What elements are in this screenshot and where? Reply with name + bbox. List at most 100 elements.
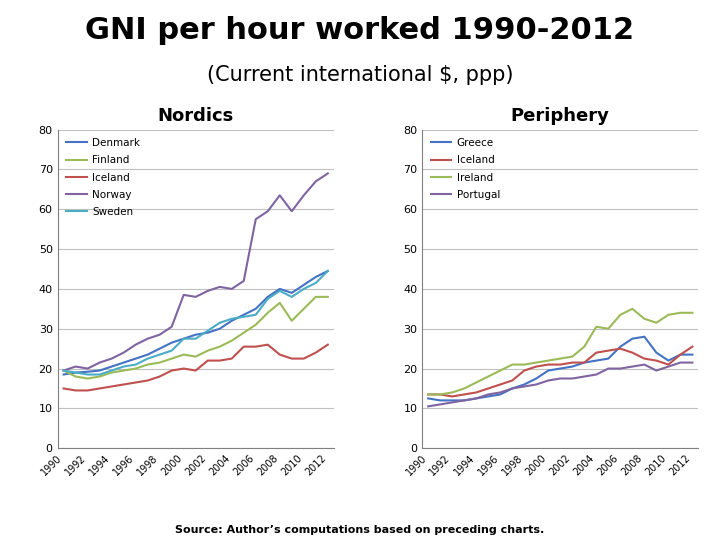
Denmark [203,329,212,336]
Ireland [496,367,505,374]
Iceland [628,349,636,356]
Portugal [664,363,672,370]
Iceland [676,352,685,358]
Iceland [472,389,480,396]
Iceland [508,377,516,384]
Iceland [496,381,505,388]
Portugal [436,401,444,408]
Portugal [580,373,589,380]
Iceland [156,373,164,380]
Iceland [323,341,332,348]
Greece [508,385,516,392]
Finland [59,367,68,374]
Greece [556,365,564,372]
Finland [179,352,188,358]
Sweden [107,367,116,374]
Ireland [556,355,564,362]
Portugal [556,375,564,382]
Denmark [131,355,140,362]
Iceland [120,381,128,388]
Sweden [179,335,188,342]
Iceland [664,361,672,368]
Greece [580,359,589,366]
Portugal [508,385,516,392]
Iceland [544,361,553,368]
Iceland [59,385,68,392]
Sweden [215,320,224,326]
Norway [312,178,320,185]
Iceland [71,387,80,394]
Text: (Current international $, ppp): (Current international $, ppp) [207,65,513,85]
Sweden [240,314,248,320]
Iceland [424,391,433,397]
Ireland [460,385,469,392]
Iceland [520,367,528,374]
Finland [276,300,284,306]
Portugal [616,365,625,372]
Sweden [264,295,272,302]
Norway [203,288,212,294]
Greece [532,375,541,382]
Ireland [520,361,528,368]
Portugal [628,363,636,370]
Norway [131,341,140,348]
Sweden [203,327,212,334]
Ireland [628,306,636,312]
Iceland [215,357,224,364]
Denmark [264,294,272,300]
Line: Greece: Greece [428,337,693,400]
Iceland [300,355,308,362]
Iceland [95,385,104,392]
Sweden [84,372,92,378]
Iceland [688,343,697,350]
Iceland [448,393,456,400]
Ireland [652,320,661,326]
Sweden [287,294,296,300]
Sweden [120,363,128,370]
Finland [203,347,212,354]
Sweden [167,347,176,354]
Greece [520,381,528,388]
Line: Iceland: Iceland [63,345,328,390]
Iceland [652,357,661,364]
Sweden [312,280,320,286]
Finland [71,373,80,380]
Norway [95,359,104,366]
Finland [120,367,128,374]
Ireland [436,391,444,397]
Legend: Denmark, Finland, Iceland, Norway, Sweden: Denmark, Finland, Iceland, Norway, Swede… [63,135,143,220]
Finland [95,373,104,380]
Ireland [484,373,492,380]
Line: Norway: Norway [63,173,328,370]
Denmark [59,372,68,378]
Ireland [676,309,685,316]
Finland [264,309,272,316]
Iceland [604,347,613,354]
Norway [300,192,308,199]
Sweden [143,355,152,362]
Norway [228,286,236,292]
Iceland [580,359,589,366]
Iceland [532,363,541,370]
Greece [544,367,553,374]
Portugal [448,399,456,406]
Iceland [616,346,625,352]
Norway [251,216,260,222]
Line: Finland: Finland [63,297,328,379]
Line: Portugal: Portugal [428,362,693,407]
Norway [215,284,224,290]
Greece [688,352,697,358]
Denmark [156,346,164,352]
Ireland [424,391,433,397]
Ireland [688,309,697,316]
Line: Sweden: Sweden [63,271,328,375]
Norway [192,294,200,300]
Denmark [84,368,92,375]
Greece [568,363,577,370]
Iceland [84,387,92,394]
Portugal [688,359,697,366]
Iceland [251,343,260,350]
Sweden [192,335,200,342]
Denmark [251,306,260,312]
Title: Periphery: Periphery [511,107,610,125]
